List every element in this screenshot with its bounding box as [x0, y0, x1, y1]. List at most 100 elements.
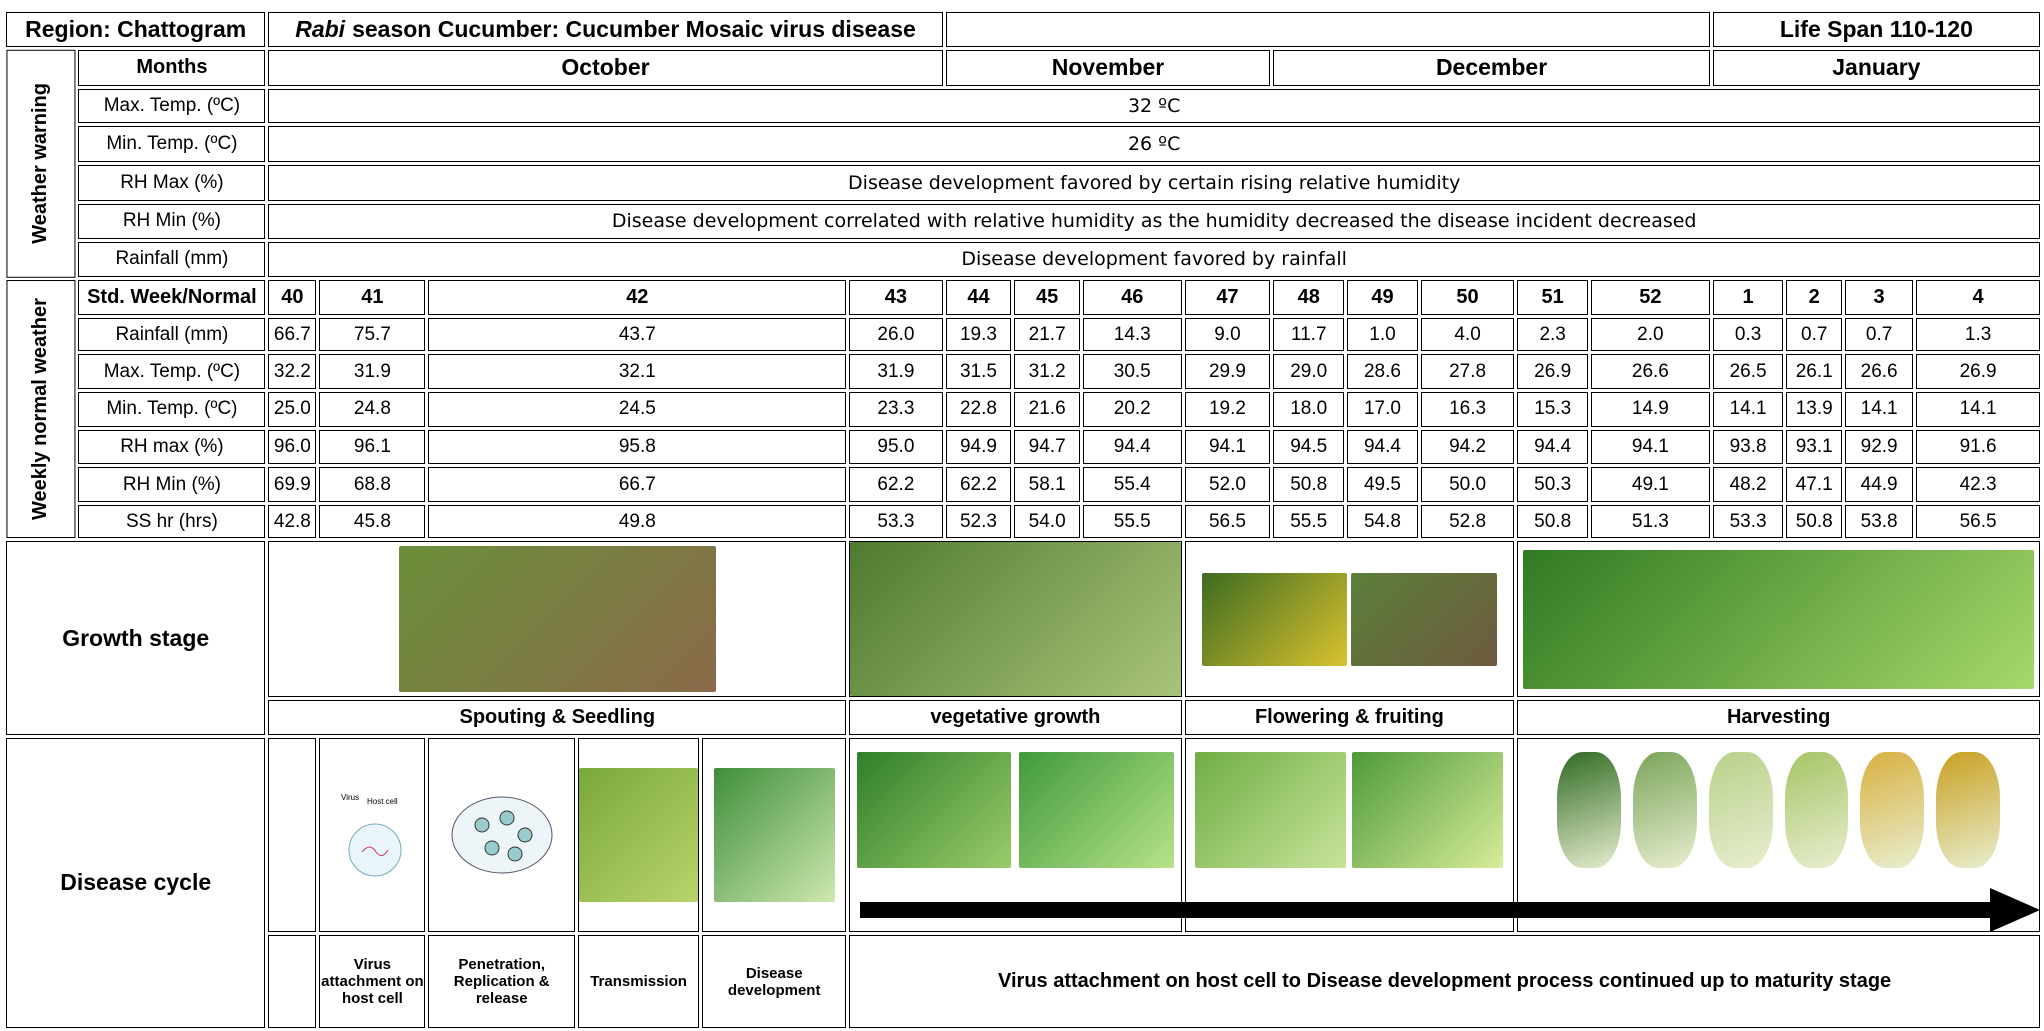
row-label-text: Min. Temp. (ºC)	[106, 398, 237, 420]
value-text: 32.2	[274, 361, 311, 383]
value-text: 52.3	[960, 511, 997, 533]
value-text: 53.3	[877, 511, 914, 533]
value: 49.8	[428, 505, 846, 538]
stage: Spouting & Seedling	[268, 700, 846, 735]
stage: Flowering & fruiting	[1185, 700, 1515, 735]
value: 95.8	[428, 430, 846, 465]
week-text: 50	[1456, 286, 1478, 309]
value: 26.9	[1916, 354, 2040, 389]
value-text: 94.7	[1029, 436, 1066, 458]
stage-text: Harvesting	[1727, 706, 1830, 729]
value-text: 31.9	[354, 361, 391, 383]
months-label-text: Months	[136, 56, 207, 79]
value: 29.9	[1185, 354, 1271, 389]
photo	[850, 542, 1180, 696]
disease-photo	[428, 738, 575, 932]
value-text: 29.0	[1290, 361, 1327, 383]
value: 92.9	[1845, 430, 1913, 465]
summary: Virus attachment on host cell to Disease…	[849, 935, 2040, 1028]
value: 94.1	[1185, 430, 1271, 465]
photo	[1351, 573, 1497, 665]
stage-text: Flowering & fruiting	[1255, 706, 1444, 729]
region: Region: Chattogram	[6, 12, 265, 47]
row-label: Rainfall (mm)	[78, 242, 265, 278]
value-text: 14.9	[1632, 398, 1669, 420]
warning-text-text: 32 ºC	[1128, 95, 1180, 117]
row-label: SS hr (hrs)	[78, 505, 265, 538]
value: 96.1	[319, 430, 425, 465]
week: 4	[1916, 280, 2040, 315]
value-text: 28.6	[1364, 361, 1401, 383]
value: 52.0	[1185, 467, 1271, 502]
value-text: 14.3	[1114, 324, 1151, 346]
value-text: 25.0	[274, 398, 311, 420]
value: 53.3	[1713, 505, 1784, 538]
value-text: 50.3	[1534, 474, 1571, 496]
value: 31.9	[849, 354, 942, 389]
blank	[268, 738, 316, 932]
value: 14.1	[1713, 392, 1784, 427]
value: 26.6	[1591, 354, 1710, 389]
value-text: 26.9	[1960, 361, 1997, 383]
value: 26.5	[1713, 354, 1784, 389]
row-label-text: Min. Temp. (ºC)	[106, 133, 237, 155]
value: 55.5	[1083, 505, 1182, 538]
value-text: 52.0	[1209, 474, 1246, 496]
row-label-text: Rainfall (mm)	[115, 248, 228, 270]
row-label: RH max (%)	[78, 430, 265, 465]
value: 44.9	[1845, 467, 1913, 502]
value: 23.3	[849, 392, 942, 427]
value-text: 54.0	[1029, 511, 1066, 533]
value-text: 26.6	[1861, 361, 1898, 383]
svg-text:Virus: Virus	[341, 793, 359, 802]
value-text: 75.7	[354, 324, 391, 346]
week: 52	[1591, 280, 1710, 315]
value: 32.2	[268, 354, 316, 389]
value: 24.5	[428, 392, 846, 427]
value: 56.5	[1916, 505, 2040, 538]
value-text: 94.5	[1290, 436, 1327, 458]
value-text: 54.8	[1364, 511, 1401, 533]
row-label-text: RH Min (%)	[123, 474, 221, 496]
week-text: 1	[1743, 286, 1754, 309]
value-text: 69.9	[274, 474, 311, 496]
value-text: 92.9	[1861, 436, 1898, 458]
value-text: 55.5	[1114, 511, 1151, 533]
value-text: 14.1	[1861, 398, 1898, 420]
value-text: 20.2	[1114, 398, 1151, 420]
week-text: 48	[1298, 286, 1320, 309]
value: 26.9	[1517, 354, 1588, 389]
value-text: 49.8	[619, 511, 656, 533]
blank-header	[946, 12, 1710, 47]
value: 50.8	[1517, 505, 1588, 538]
week-text: 45	[1036, 286, 1058, 309]
value-text: 53.8	[1861, 511, 1898, 533]
week: 44	[946, 280, 1012, 315]
step-text: Virus attachment on host cell	[320, 956, 424, 1007]
week: 2	[1786, 280, 1842, 315]
life-span-text: Life Span 110-120	[1780, 16, 1973, 43]
warning-text-text: Disease development favored by rainfall	[961, 248, 1347, 270]
weekly-label-text: Weekly normal weather	[29, 298, 52, 520]
value-text: 50.8	[1796, 511, 1833, 533]
value: 95.0	[849, 430, 942, 465]
value-text: 56.5	[1209, 511, 1246, 533]
value: 94.4	[1083, 430, 1182, 465]
value: 13.9	[1786, 392, 1842, 427]
disease-label-text: Disease cycle	[60, 869, 211, 896]
value-text: 44.9	[1861, 474, 1898, 496]
row-label: Max. Temp. (ºC)	[78, 354, 265, 389]
row-label: Min. Temp. (ºC)	[78, 126, 265, 162]
value-text: 16.3	[1449, 398, 1486, 420]
value: 45.8	[319, 505, 425, 538]
photo	[399, 546, 716, 692]
month: November	[946, 50, 1271, 86]
value: 58.1	[1014, 467, 1080, 502]
value: 93.8	[1713, 430, 1784, 465]
month: October	[268, 50, 942, 86]
value: 43.7	[428, 318, 846, 351]
value: 16.3	[1421, 392, 1514, 427]
value-text: 14.1	[1960, 398, 1997, 420]
row-label-text: Max. Temp. (ºC)	[104, 95, 240, 117]
value: 24.8	[319, 392, 425, 427]
